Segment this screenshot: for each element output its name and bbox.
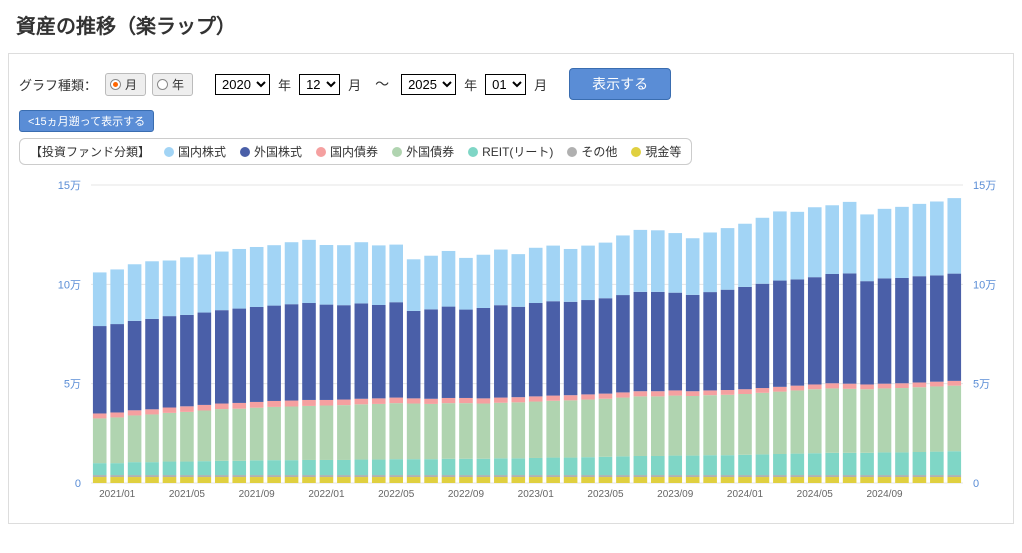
legend-label: REIT(リート) bbox=[482, 143, 553, 160]
svg-text:2021/01: 2021/01 bbox=[99, 489, 136, 500]
legend-label: 国内債券 bbox=[330, 143, 378, 160]
legend-label: その他 bbox=[581, 143, 617, 160]
unit-month-2: 月 bbox=[534, 75, 547, 94]
unit-month: 月 bbox=[348, 75, 361, 94]
svg-text:0: 0 bbox=[973, 478, 979, 490]
legend-swatch-icon bbox=[468, 147, 478, 157]
radio-year[interactable]: 年 bbox=[152, 73, 193, 96]
legend-swatch-icon bbox=[240, 147, 250, 157]
radio-month-label: 月 bbox=[125, 76, 137, 93]
legend-swatch-icon bbox=[567, 147, 577, 157]
svg-text:2022/09: 2022/09 bbox=[448, 489, 485, 500]
radio-dot-icon bbox=[157, 79, 168, 90]
year-end-select[interactable]: 202020212022202320242025 bbox=[401, 74, 456, 95]
svg-text:2023/09: 2023/09 bbox=[657, 489, 694, 500]
svg-text:10万: 10万 bbox=[973, 279, 996, 291]
svg-text:15万: 15万 bbox=[58, 180, 81, 192]
chart-container: 0 0 5万 5万 10万 10万 15万 15万 2021/01 2021/05 2021/09 2… bbox=[19, 175, 1003, 515]
legend-swatch-icon bbox=[631, 147, 641, 157]
svg-text:5万: 5万 bbox=[64, 379, 81, 391]
legend-item[interactable]: 外国債券 bbox=[392, 143, 454, 160]
chart-panel: グラフ種類： 月 年 202020212022202320242025 年 01… bbox=[8, 53, 1014, 524]
back-15-months-button[interactable]: <15ヵ月遡って表示する bbox=[19, 110, 154, 132]
year-start-select[interactable]: 202020212022202320242025 bbox=[215, 74, 270, 95]
svg-text:2023/05: 2023/05 bbox=[587, 489, 624, 500]
legend-swatch-icon bbox=[316, 147, 326, 157]
graph-type-label: グラフ種類： bbox=[19, 75, 97, 94]
legend-swatch-icon bbox=[164, 147, 174, 157]
legend-item[interactable]: REIT(リート) bbox=[468, 143, 553, 160]
radio-month[interactable]: 月 bbox=[105, 73, 146, 96]
svg-text:2022/01: 2022/01 bbox=[308, 489, 345, 500]
radio-dot-icon bbox=[110, 79, 121, 90]
svg-text:2021/05: 2021/05 bbox=[169, 489, 206, 500]
range-separator: 〜 bbox=[375, 74, 389, 94]
svg-text:2023/01: 2023/01 bbox=[518, 489, 555, 500]
svg-text:2022/05: 2022/05 bbox=[378, 489, 415, 500]
legend: 【投資ファンド分類】 国内株式 外国株式 国内債券 外国債券 REIT(リート) その他 現金… bbox=[19, 138, 692, 165]
legend-item[interactable]: その他 bbox=[567, 143, 617, 160]
svg-text:2024/01: 2024/01 bbox=[727, 489, 764, 500]
legend-label: 国内株式 bbox=[178, 143, 226, 160]
legend-label: 現金等 bbox=[645, 143, 681, 160]
legend-item[interactable]: 国内株式 bbox=[164, 143, 226, 160]
legend-item[interactable]: 現金等 bbox=[631, 143, 681, 160]
month-end-select[interactable]: 010203040506070809101112 bbox=[485, 74, 526, 95]
radio-year-label: 年 bbox=[172, 76, 184, 93]
submit-button[interactable]: 表示する bbox=[569, 68, 671, 100]
legend-title: 【投資ファンド分類】 bbox=[30, 143, 150, 160]
unit-year-2: 年 bbox=[464, 75, 477, 94]
svg-text:2024/05: 2024/05 bbox=[797, 489, 834, 500]
svg-text:10万: 10万 bbox=[58, 279, 81, 291]
svg-text:0: 0 bbox=[75, 478, 81, 490]
page-title: 資産の推移（楽ラップ） bbox=[16, 10, 1006, 39]
svg-text:2024/09: 2024/09 bbox=[866, 489, 903, 500]
controls-row: グラフ種類： 月 年 202020212022202320242025 年 01… bbox=[19, 68, 1003, 100]
svg-text:5万: 5万 bbox=[973, 379, 990, 391]
legend-item[interactable]: 外国株式 bbox=[240, 143, 302, 160]
asset-stacked-bar-chart: 0 0 5万 5万 10万 10万 15万 15万 2021/01 2021/05 2021/09 2… bbox=[19, 175, 999, 515]
svg-text:2021/09: 2021/09 bbox=[239, 489, 276, 500]
legend-label: 外国債券 bbox=[406, 143, 454, 160]
unit-year: 年 bbox=[278, 75, 291, 94]
month-start-select[interactable]: 010203040506070809101112 bbox=[299, 74, 340, 95]
legend-label: 外国株式 bbox=[254, 143, 302, 160]
legend-swatch-icon bbox=[392, 147, 402, 157]
legend-item[interactable]: 国内債券 bbox=[316, 143, 378, 160]
svg-text:15万: 15万 bbox=[973, 180, 996, 192]
